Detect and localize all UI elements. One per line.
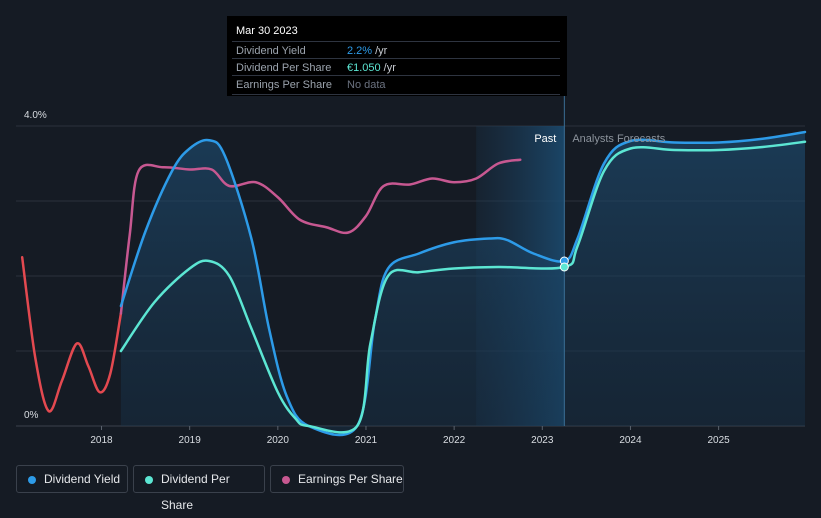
hover-tooltip: Mar 30 2023 Dividend Yield 2.2%/yr Divid… (227, 16, 567, 96)
dividend-yield-area (120, 132, 806, 436)
x-tick-label: 2019 (179, 435, 202, 446)
x-tick-label: 2018 (90, 435, 113, 446)
legend-dot-icon (282, 476, 290, 484)
tooltip-value-number: 2.2% (347, 45, 373, 57)
tooltip-row-earnings-per-share: Earnings Per Share No data (232, 75, 560, 95)
legend-label: Dividend Yield (44, 472, 121, 486)
series-markers (559, 256, 569, 272)
tooltip-label: Earnings Per Share (236, 79, 332, 91)
tooltip-row-dividend-per-share: Dividend Per Share €1.050/yr (232, 58, 560, 77)
legend-item-earnings-per-share[interactable]: Earnings Per Share (270, 465, 404, 493)
x-axis-ticks: 2018 2019 2020 2021 2022 2023 2024 2025 (90, 426, 730, 446)
earnings-per-share-early-line (20, 256, 123, 413)
tooltip-value: €1.050/yr (347, 62, 396, 74)
tooltip-unit: /yr (375, 45, 388, 57)
tooltip-row-dividend-yield: Dividend Yield 2.2%/yr (232, 41, 560, 60)
tooltip-date: Mar 30 2023 (236, 25, 298, 37)
legend-item-dividend-yield[interactable]: Dividend Yield (16, 465, 128, 493)
tooltip-unit: /yr (383, 62, 396, 74)
y-tick-label-min: 0% (24, 410, 39, 421)
tooltip-value-number: €1.050 (347, 62, 381, 74)
hover-marker (559, 262, 569, 272)
tooltip-label: Dividend Yield (236, 45, 306, 57)
forecast-label: Analysts Forecasts (572, 133, 665, 145)
x-tick-label: 2023 (531, 435, 554, 446)
x-tick-label: 2021 (355, 435, 378, 446)
legend-label: Earnings Per Share (298, 472, 403, 486)
tooltip-value: No data (347, 79, 389, 91)
dividend-per-share-line (119, 140, 807, 434)
x-tick-label: 2025 (707, 435, 730, 446)
x-tick-label: 2022 (443, 435, 466, 446)
y-tick-label-max: 4.0% (24, 110, 47, 121)
tooltip-value: 2.2%/yr (347, 45, 387, 57)
legend-dot-icon (145, 476, 153, 484)
past-label: Past (534, 133, 556, 145)
earnings-per-share-line (119, 158, 522, 315)
x-tick-label: 2024 (619, 435, 642, 446)
legend-dot-icon (28, 476, 36, 484)
dividend-yield-area-fill (120, 132, 806, 436)
tooltip-label: Dividend Per Share (236, 62, 332, 74)
legend-item-dividend-per-share[interactable]: Dividend Per Share (133, 465, 265, 512)
dividend-yield-line (119, 130, 807, 437)
x-tick-label: 2020 (267, 435, 290, 446)
tooltip-value-number: No data (347, 79, 386, 91)
series-lines (20, 130, 807, 437)
